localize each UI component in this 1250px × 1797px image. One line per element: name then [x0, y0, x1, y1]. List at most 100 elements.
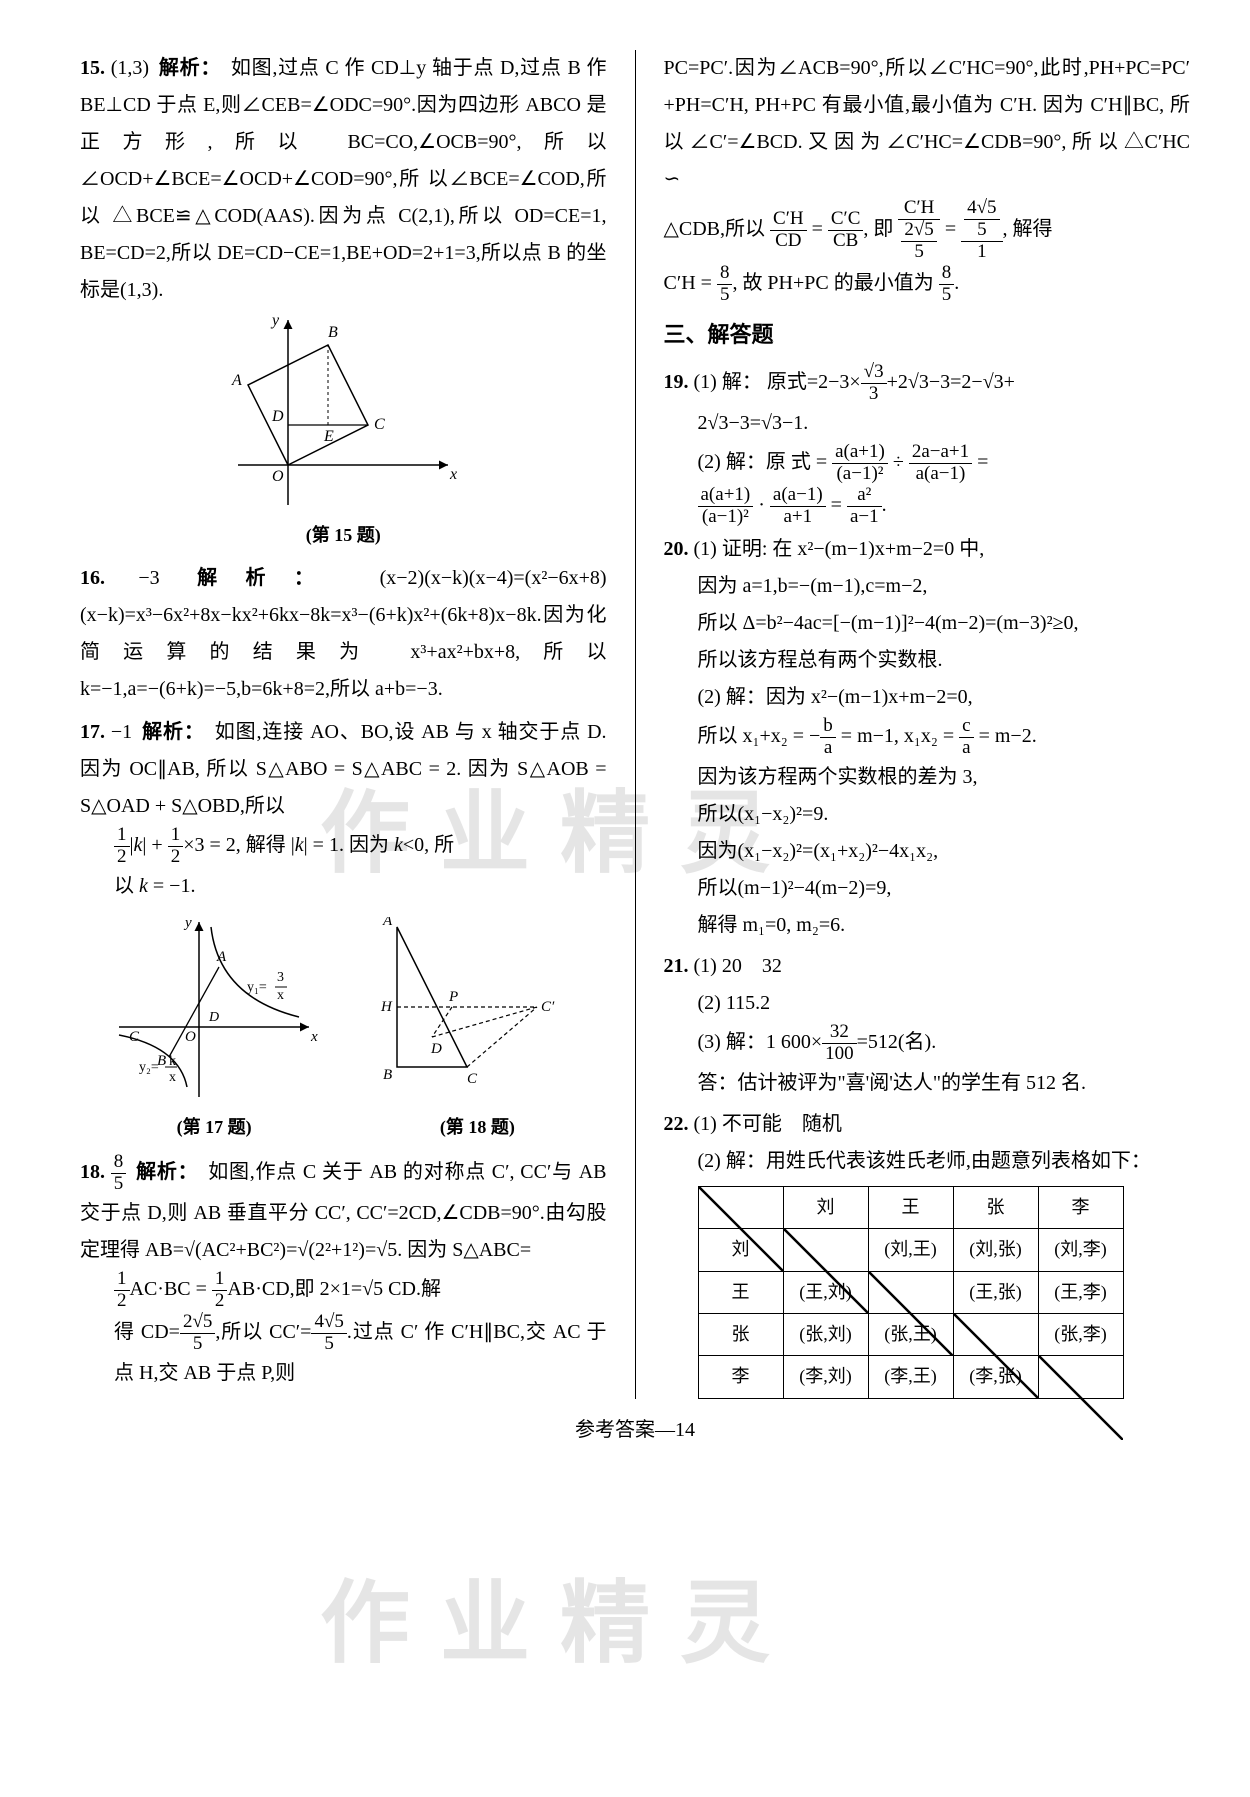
q18-answer: 85 [111, 1152, 127, 1195]
two-column-layout: 15. (1,3) 解析： 如图,过点 C 作 CD⊥y 轴于点 D,过点 B … [80, 50, 1190, 1399]
table-cell: (刘,张) [953, 1229, 1038, 1271]
fig17-caption: (第 17 题) [109, 1111, 319, 1144]
q17-answer: −1 [111, 721, 132, 743]
q17-label: 解析： [142, 721, 205, 743]
fig17-svg: x y O y₁= 3 x y₂= k x A [109, 917, 319, 1107]
table-cell: (张,王) [868, 1313, 953, 1355]
left-column: 15. (1,3) 解析： 如图,过点 C 作 CD⊥y 轴于点 D,过点 B … [80, 50, 636, 1399]
svg-text:A: A [382, 917, 393, 929]
section-3-heading: 三、解答题 [664, 315, 1191, 356]
svg-text:B: B [157, 1053, 166, 1069]
q21-p3: (3) 解：1 600×32100=512(名). [664, 1022, 1191, 1065]
q19: 19. (1) 解： 原式=2−3×√33+2√3−3=2−√3+ 2√3−3=… [664, 362, 1191, 527]
q20-number: 20. [664, 538, 689, 560]
svg-text:y: y [183, 917, 192, 931]
table-row: 刘 (刘,王) (刘,张) (刘,李) [698, 1229, 1123, 1271]
table-rowhdr: 王 [698, 1271, 783, 1313]
table-col-3: 张 [953, 1187, 1038, 1229]
table-col-4: 李 [1038, 1187, 1123, 1229]
table-cell: (王,刘) [783, 1271, 868, 1313]
watermark-2: 作业精灵 [320, 1550, 800, 1680]
fig18-wrap: A B C C′ H P D (第 18 题) [377, 911, 577, 1152]
table-cell: (王,李) [1038, 1271, 1123, 1313]
table-cell: (刘,李) [1038, 1229, 1123, 1271]
svg-text:y₂=: y₂= [139, 1060, 159, 1075]
page-footer: 参考答案—14 [80, 1413, 1190, 1442]
q17-number: 17. [80, 721, 105, 743]
q21-p1: (1) 20 32 [694, 955, 782, 977]
table-cell: (李,刘) [783, 1356, 868, 1398]
q22-number: 22. [664, 1113, 689, 1135]
fig-row-17-18: x y O y₁= 3 x y₂= k x A [80, 911, 607, 1152]
q20-p1b: 因为 a=1,b=−(m−1),c=m−2, [664, 568, 1191, 605]
q18-body2: 12AC·BC = 12AB·CD,即 2×1=√5 CD.解 [80, 1269, 607, 1312]
table-cell: (李,张) [953, 1356, 1038, 1398]
svg-text:O: O [272, 468, 284, 485]
table-row: 张 (张,刘) (张,王) (张,李) [698, 1313, 1123, 1355]
right-column: PC=PC′.因为∠ACB=90°,所以∠C′HC=90°,此时,PH+PC=P… [636, 50, 1191, 1399]
q21: 21. (1) 20 32 (2) 115.2 (3) 解：1 600×3210… [664, 948, 1191, 1102]
svg-text:B: B [328, 324, 338, 341]
svg-text:3: 3 [277, 970, 284, 985]
q16-answer: −3 [138, 567, 159, 589]
table-cell-diag [783, 1229, 868, 1271]
svg-text:y: y [270, 315, 280, 329]
q20-p2: (2) 解：因为 x²−(m−1)x+m−2=0, [664, 679, 1191, 716]
svg-text:C: C [467, 1071, 478, 1087]
table-col-2: 王 [868, 1187, 953, 1229]
q15-label: 解析： [159, 57, 221, 79]
q18c-line3: C′H = 85, 故 PH+PC 的最小值为 85. [664, 263, 1191, 306]
svg-text:D: D [271, 408, 284, 425]
q15-number: 15. [80, 57, 105, 79]
table-cell-diag [953, 1313, 1038, 1355]
svg-text:P: P [448, 989, 458, 1005]
svg-text:x: x [310, 1029, 318, 1045]
svg-text:A: A [231, 372, 242, 389]
q22-p1: (1) 不可能 随机 [694, 1113, 842, 1135]
q18-body3: 得 CD=2√55,所以 CC′=4√55.过点 C′ 作 C′H∥BC,交 A… [80, 1312, 607, 1392]
svg-text:E: E [323, 428, 334, 445]
q20-p1c: 所以 Δ=b²−4ac=[−(m−1)]²−4(m−2)=(m−3)²≥0, [664, 605, 1191, 642]
table-cell-diag [1038, 1356, 1123, 1398]
table-cell: (刘,王) [868, 1229, 953, 1271]
table-cell: (张,刘) [783, 1313, 868, 1355]
q20-p1d: 所以该方程总有两个实数根. [664, 642, 1191, 679]
q19-p2: (2) 解：原 式 = a(a+1)(a−1)² ÷ 2a−a+1a(a−1) … [664, 442, 1191, 485]
table-cell: (王,张) [953, 1271, 1038, 1313]
fig15-caption: (第 15 题) [80, 519, 607, 552]
table-cell-diag [868, 1271, 953, 1313]
q19-p2b: a(a+1)(a−1)² · a(a−1)a+1 = a²a−1. [664, 485, 1191, 528]
svg-text:x: x [277, 988, 284, 1003]
q16-number: 16. [80, 567, 105, 589]
svg-text:C: C [374, 416, 385, 433]
q22-table: 刘 王 张 李 刘 (刘,王) (刘,张) (刘,李) 王 (王,刘) (王,张… [698, 1186, 1124, 1398]
svg-text:x: x [169, 1070, 176, 1085]
q18c-line1: PC=PC′.因为∠ACB=90°,所以∠C′HC=90°,此时,PH+PC=P… [664, 57, 1191, 190]
q19-p1b: 2√3−3=√3−1. [664, 405, 1191, 442]
q18-number: 18. [80, 1161, 105, 1183]
table-cell: (张,李) [1038, 1313, 1123, 1355]
q20-p1a: 在 x²−(m−1)x+m−2=0 中, [772, 538, 984, 560]
svg-text:B: B [383, 1067, 392, 1083]
table-header-row: 刘 王 张 李 [698, 1187, 1123, 1229]
q15: 15. (1,3) 解析： 如图,过点 C 作 CD⊥y 轴于点 D,过点 B … [80, 50, 607, 309]
q21-p2: (2) 115.2 [664, 985, 1191, 1022]
q21-number: 21. [664, 955, 689, 977]
q16-label: 解析： [197, 567, 342, 589]
fig18-svg: A B C C′ H P D [377, 917, 577, 1107]
q19-number: 19. [664, 371, 689, 393]
table-cell: (李,王) [868, 1356, 953, 1398]
svg-text:D: D [430, 1041, 442, 1057]
q22-p2: (2) 解：用姓氏代表该姓氏老师,由题意列表格如下： [664, 1143, 1191, 1180]
watermark-1: 作业精灵 [320, 760, 800, 890]
fig18-caption: (第 18 题) [377, 1111, 577, 1144]
svg-text:C′: C′ [541, 999, 555, 1015]
fig15-svg: x y O A B C D E [228, 315, 458, 515]
q19-p1-lbl: (1) 解： [694, 371, 762, 393]
table-rowhdr: 李 [698, 1356, 783, 1398]
svg-text:A: A [216, 949, 227, 965]
q18-label: 解析： [136, 1161, 198, 1183]
svg-text:y₁=: y₁= [247, 980, 267, 995]
svg-text:C: C [129, 1029, 140, 1045]
table-col-1: 刘 [783, 1187, 868, 1229]
